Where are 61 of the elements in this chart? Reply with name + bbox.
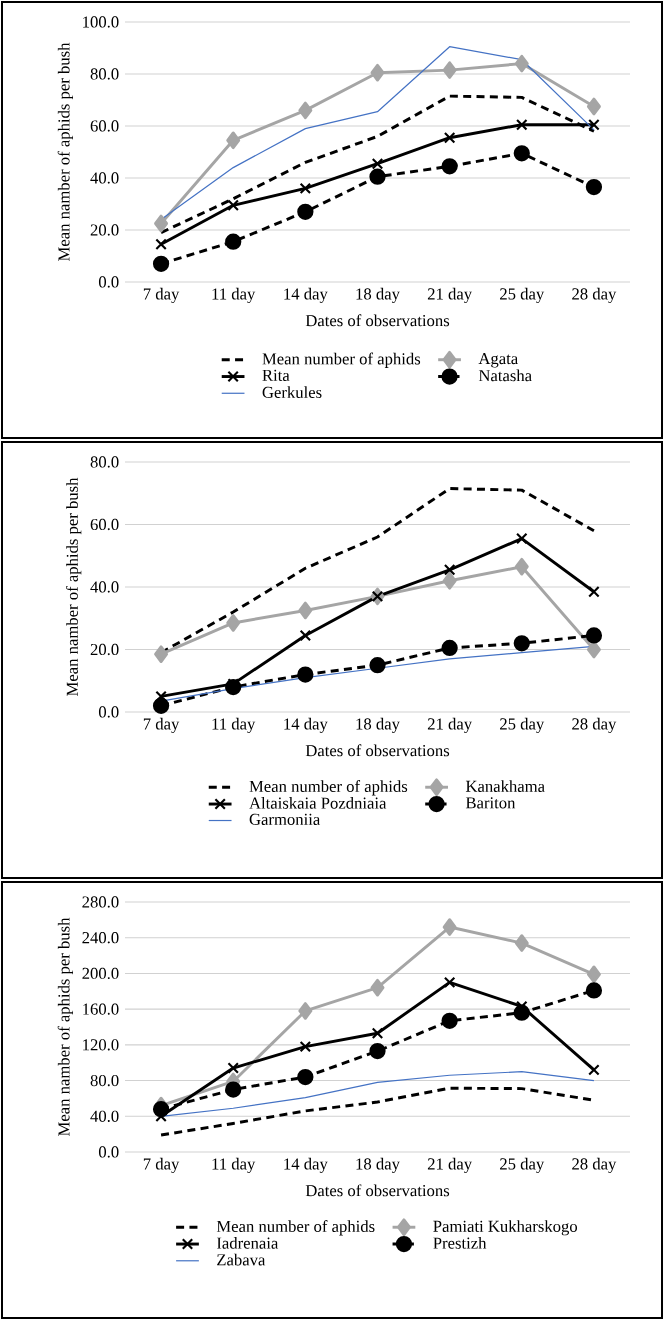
x-axis-title: Dates of observations (305, 1184, 450, 1197)
legend-label: Kanakhama (465, 780, 545, 792)
x-axis-title: Dates of observations (305, 744, 450, 757)
legend-label: Rita (262, 369, 290, 381)
y-axis-title: Mean namber of aphids per bush (57, 42, 73, 261)
x-tick-label: 14 day (284, 287, 328, 303)
y-tick-label: 0.0 (98, 706, 119, 718)
x-tick-label: 21 day (427, 287, 473, 303)
legend-label: Iadrenaia (216, 1237, 279, 1249)
legend-label: Natasha (478, 369, 532, 382)
legend-label: Zabava (217, 1253, 266, 1266)
legend-label: Mean number of aphids (262, 352, 421, 368)
x-tick-label: 21 day (427, 717, 473, 733)
y-tick-label: 280.0 (82, 896, 119, 908)
x-tick-label: 18 day (356, 717, 400, 733)
x-tick-label: 11 day (212, 717, 256, 733)
y-tick-label: 60.0 (90, 518, 119, 531)
legend-label: Mean number of aphids (249, 780, 408, 796)
x-tick-label: 11 day (212, 1157, 256, 1173)
x-tick-label: 7 day (143, 287, 180, 303)
x-tick-label: 28 day (572, 287, 617, 303)
x-tick-label: 25 day (500, 287, 545, 303)
legend-label: Agata (478, 352, 518, 368)
y-tick-label: 40.0 (90, 172, 119, 184)
y-tick-label: 80.0 (90, 1074, 119, 1087)
y-tick-label: 240.0 (82, 932, 119, 944)
y-tick-label: 20.0 (90, 224, 119, 236)
y-axis-title: Mean namber of aphids per bush (66, 477, 82, 696)
x-tick-label: 25 day (500, 717, 545, 733)
y-tick-label: 0.0 (98, 1146, 119, 1158)
y-tick-label: 120.0 (83, 1039, 119, 1051)
y-axis-title: Mean namber of aphids per bush (57, 917, 73, 1136)
legend-label: Bariton (465, 797, 516, 809)
y-tick-label: 80.0 (90, 68, 119, 80)
legend-label: Altaiskaia Pozdniaia (249, 797, 387, 809)
legend-label: Pamiati Kukharskogo (433, 1220, 578, 1236)
x-tick-label: 21 day (427, 1157, 473, 1173)
legend-label: Prestizh (433, 1237, 487, 1249)
x-tick-label: 28 day (572, 1157, 617, 1173)
y-tick-label: 80.0 (90, 456, 119, 468)
y-tick-label: 20.0 (90, 643, 119, 656)
y-tick-label: 160.0 (83, 1003, 119, 1015)
y-tick-label: 40.0 (90, 1110, 119, 1122)
x-tick-label: 11 day (212, 287, 256, 303)
y-tick-label: 100.0 (83, 16, 119, 28)
legend-label: Garmoniia (249, 813, 321, 825)
legend-label: Gerkules (262, 386, 322, 398)
x-tick-label: 7 day (143, 717, 180, 733)
x-tick-label: 14 day (284, 1157, 328, 1173)
x-tick-label: 28 day (572, 717, 617, 733)
y-tick-label: 60.0 (90, 120, 119, 132)
x-tick-label: 18 day (356, 1157, 400, 1173)
x-tick-label: 25 day (500, 1157, 545, 1173)
x-tick-label: 18 day (356, 287, 400, 303)
legend-label: Mean number of aphids (216, 1220, 375, 1236)
y-tick-label: 40.0 (90, 581, 119, 593)
y-tick-label: 200.0 (82, 967, 119, 980)
y-tick-label: 0.0 (98, 276, 119, 288)
x-tick-label: 7 day (143, 1157, 180, 1173)
x-tick-label: 14 day (284, 717, 328, 733)
x-axis-title: Dates of observations (305, 314, 450, 327)
